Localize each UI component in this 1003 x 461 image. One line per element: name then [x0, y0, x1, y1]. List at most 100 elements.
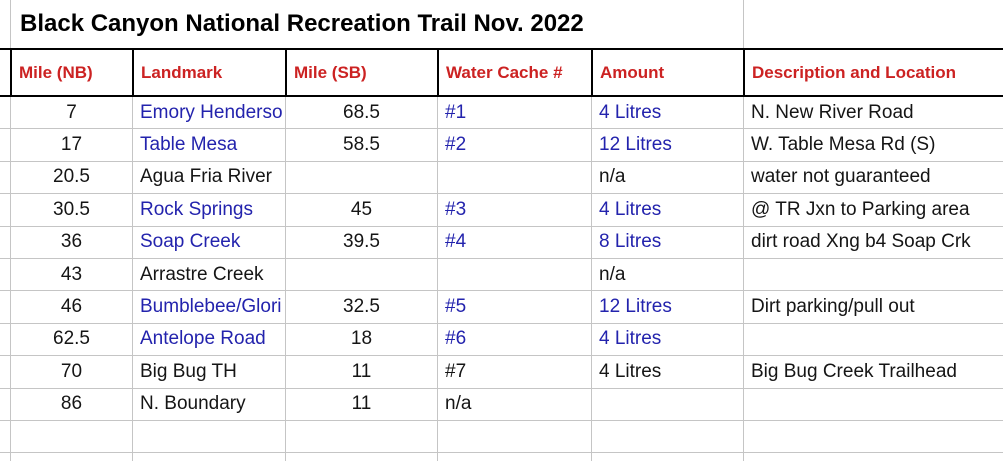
- row-spacer: [0, 389, 10, 420]
- cell-description[interactable]: N. New River Road: [743, 97, 1003, 129]
- cell-mile-nb[interactable]: 62.5: [10, 323, 132, 356]
- row-spacer: [0, 227, 10, 258]
- cell-description[interactable]: [743, 420, 1003, 453]
- cell-mile-nb[interactable]: [10, 420, 132, 453]
- cell-mile-sb[interactable]: [285, 161, 437, 194]
- header-landmark[interactable]: Landmark: [132, 50, 285, 95]
- cell-landmark[interactable]: Table Mesa: [132, 129, 285, 161]
- cell-description[interactable]: dirt road Xng b4 Soap Crk: [743, 226, 1003, 258]
- cell-landmark[interactable]: N. Boundary: [132, 388, 285, 420]
- cell-mile-nb[interactable]: [10, 453, 132, 461]
- cell-amount[interactable]: 12 Litres: [591, 291, 743, 323]
- cell-mile-sb[interactable]: 68.5: [285, 97, 437, 129]
- row-spacer: [0, 259, 10, 290]
- cell-mile-nb[interactable]: 86: [10, 388, 132, 420]
- cell-mile-sb[interactable]: 58.5: [285, 129, 437, 161]
- cell-landmark[interactable]: Bumblebee/Glori: [132, 291, 285, 323]
- cell-mile-sb[interactable]: 11: [285, 388, 437, 420]
- row-spacer: [0, 291, 10, 322]
- cell-mile-nb[interactable]: 20.5: [10, 161, 132, 194]
- cell-mile-nb[interactable]: 7: [10, 97, 132, 129]
- cell-water-cache[interactable]: #2: [437, 129, 591, 161]
- cell-amount[interactable]: n/a: [591, 161, 743, 194]
- cell-amount[interactable]: 12 Litres: [591, 129, 743, 161]
- cell-water-cache[interactable]: [437, 420, 591, 453]
- cell-amount[interactable]: 4 Litres: [591, 194, 743, 226]
- title-row: Black Canyon National Recreation Trail N…: [0, 0, 1003, 48]
- cell-water-cache[interactable]: #6: [437, 323, 591, 356]
- cell-water-cache[interactable]: #5: [437, 291, 591, 323]
- cell-landmark[interactable]: Agua Fria River: [132, 161, 285, 194]
- table-row: [0, 420, 1003, 454]
- cell-description[interactable]: [743, 453, 1003, 461]
- cell-landmark[interactable]: Big Bug TH: [132, 356, 285, 388]
- cell-description[interactable]: water not guaranteed: [743, 161, 1003, 194]
- cell-mile-sb[interactable]: [285, 258, 437, 291]
- table-row: [0, 453, 1003, 461]
- row-spacer: [0, 129, 10, 160]
- gridline-vertical: [10, 0, 11, 48]
- cell-mile-sb[interactable]: 39.5: [285, 226, 437, 258]
- cell-description[interactable]: [743, 323, 1003, 356]
- cell-mile-sb[interactable]: [285, 453, 437, 461]
- row-spacer: [0, 356, 10, 387]
- cell-water-cache[interactable]: #4: [437, 226, 591, 258]
- cell-landmark[interactable]: [132, 420, 285, 453]
- header-amount[interactable]: Amount: [591, 50, 743, 95]
- cell-amount[interactable]: 4 Litres: [591, 356, 743, 388]
- cell-mile-nb[interactable]: 70: [10, 356, 132, 388]
- row-spacer: [0, 453, 10, 461]
- cell-description[interactable]: [743, 388, 1003, 420]
- table-row: 46 Bumblebee/Glori 32.5 #5 12 Litres Dirt par…: [0, 291, 1003, 324]
- cell-amount[interactable]: 8 Litres: [591, 226, 743, 258]
- cell-water-cache[interactable]: #7: [437, 356, 591, 388]
- cell-mile-nb[interactable]: 46: [10, 291, 132, 323]
- cell-amount[interactable]: [591, 453, 743, 461]
- header-mile-nb[interactable]: Mile (NB): [10, 50, 132, 95]
- cell-amount[interactable]: [591, 388, 743, 420]
- cell-landmark[interactable]: Rock Springs: [132, 194, 285, 226]
- table-row: 7 Emory Henderso 68.5 #1 4 Litres N. New Rive…: [0, 97, 1003, 130]
- row-spacer: [0, 162, 10, 193]
- cell-mile-sb[interactable]: [285, 420, 437, 453]
- cell-amount[interactable]: 4 Litres: [591, 323, 743, 356]
- cell-description[interactable]: W. Table Mesa Rd (S): [743, 129, 1003, 161]
- cell-landmark[interactable]: Soap Creek: [132, 226, 285, 258]
- cell-mile-nb[interactable]: 17: [10, 129, 132, 161]
- cell-mile-nb[interactable]: 43: [10, 258, 132, 291]
- cell-mile-sb[interactable]: 32.5: [285, 291, 437, 323]
- sheet-title[interactable]: Black Canyon National Recreation Trail N…: [20, 10, 584, 37]
- table-body: 7 Emory Henderso 68.5 #1 4 Litres N. New Rive…: [0, 97, 1003, 461]
- table-row: 43 Arrastre Creek n/a: [0, 258, 1003, 292]
- header-water-cache[interactable]: Water Cache #: [437, 50, 591, 95]
- row-spacer: [0, 421, 10, 452]
- cell-description[interactable]: Big Bug Creek Trailhead: [743, 356, 1003, 388]
- cell-landmark[interactable]: Emory Henderso: [132, 97, 285, 129]
- cell-mile-sb[interactable]: 45: [285, 194, 437, 226]
- cell-mile-nb[interactable]: 36: [10, 226, 132, 258]
- row-spacer: [0, 97, 10, 128]
- cell-landmark[interactable]: Antelope Road: [132, 323, 285, 356]
- header-mile-sb[interactable]: Mile (SB): [285, 50, 437, 95]
- cell-water-cache[interactable]: [437, 161, 591, 194]
- cell-description[interactable]: @ TR Jxn to Parking area: [743, 194, 1003, 226]
- cell-mile-nb[interactable]: 30.5: [10, 194, 132, 226]
- cell-landmark[interactable]: Arrastre Creek: [132, 258, 285, 291]
- header-description[interactable]: Description and Location: [743, 50, 1003, 95]
- cell-amount[interactable]: n/a: [591, 258, 743, 291]
- cell-water-cache[interactable]: n/a: [437, 388, 591, 420]
- row-spacer: [0, 50, 10, 95]
- cell-water-cache[interactable]: [437, 453, 591, 461]
- gridline-vertical: [743, 0, 744, 48]
- cell-water-cache[interactable]: [437, 258, 591, 291]
- cell-description[interactable]: Dirt parking/pull out: [743, 291, 1003, 323]
- cell-description[interactable]: [743, 258, 1003, 291]
- cell-water-cache[interactable]: #3: [437, 194, 591, 226]
- cell-amount[interactable]: 4 Litres: [591, 97, 743, 129]
- cell-landmark[interactable]: [132, 453, 285, 461]
- cell-water-cache[interactable]: #1: [437, 97, 591, 129]
- cell-amount[interactable]: [591, 420, 743, 453]
- cell-mile-sb[interactable]: 11: [285, 356, 437, 388]
- cell-mile-sb[interactable]: 18: [285, 323, 437, 356]
